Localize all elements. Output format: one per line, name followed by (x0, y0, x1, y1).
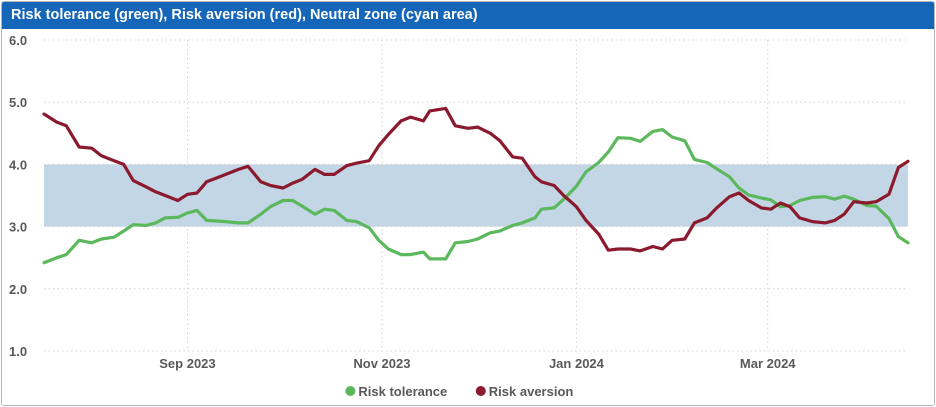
legend-item[interactable]: Risk tolerance (345, 384, 447, 399)
y-tick-label: 1.0 (9, 344, 27, 359)
legend: Risk tolerance Risk aversion (345, 384, 573, 399)
series-line-risk-aversion (42, 106, 910, 253)
x-tick-label: Nov 2023 (353, 356, 410, 371)
legend-marker (475, 386, 486, 396)
x-tick-label: Jan 2024 (549, 356, 605, 371)
y-tick-label: 3.0 (9, 220, 27, 235)
legend-label: Risk aversion (489, 384, 574, 399)
legend-marker (345, 386, 356, 396)
y-tick-label: 6.0 (9, 33, 27, 48)
y-tick-label: 4.0 (9, 157, 27, 172)
x-axis-tick-labels: Sep 2023 Nov 2023 Jan 2024 Mar 2024 (159, 356, 796, 371)
gridlines (44, 39, 908, 352)
legend-label: Risk tolerance (358, 384, 447, 399)
y-axis-tick-labels: 1.0 2.0 3.0 4.0 5.0 6.0 (9, 33, 27, 359)
chart-title: Risk tolerance (green), Risk aversion (r… (2, 2, 934, 29)
y-tick-label: 5.0 (9, 95, 27, 110)
series-lines (42, 106, 910, 265)
x-tick-label: Mar 2024 (740, 356, 796, 371)
legend-item[interactable]: Risk aversion (475, 384, 574, 399)
series-line-risk-tolerance (42, 128, 910, 265)
y-tick-label: 2.0 (9, 282, 27, 297)
x-tick-label: Sep 2023 (159, 356, 215, 371)
